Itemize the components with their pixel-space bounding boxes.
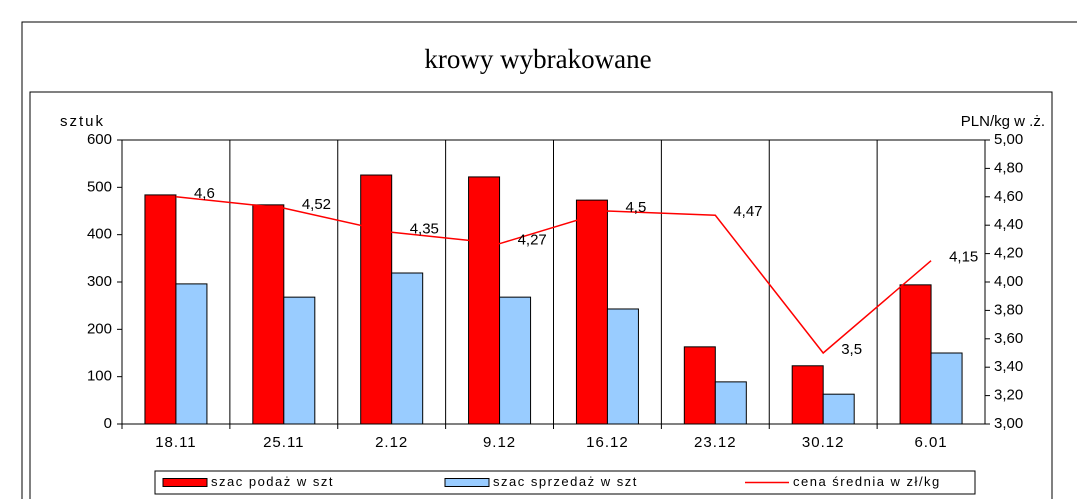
y2-tick-label: 4,80 xyxy=(994,159,1023,176)
bar xyxy=(899,284,932,425)
bar xyxy=(283,296,316,425)
bar xyxy=(683,346,716,425)
legend xyxy=(154,470,976,495)
y2-tick-label: 3,40 xyxy=(994,358,1023,375)
bar xyxy=(391,272,424,425)
y2-tick-label: 3,60 xyxy=(994,330,1023,347)
y2-tick-label: 4,60 xyxy=(994,188,1023,205)
y2-tick-label: 4,00 xyxy=(994,273,1023,290)
bar xyxy=(822,393,855,425)
bar xyxy=(499,296,532,425)
data-label: 3,5 xyxy=(841,341,862,358)
y-axis-label: sztuk xyxy=(60,113,105,130)
x-tick-label: 6.01 xyxy=(914,434,947,451)
bar xyxy=(144,194,177,425)
data-label: 4,27 xyxy=(518,232,547,249)
y2-tick-label: 3,80 xyxy=(994,301,1023,318)
y-tick-label: 100 xyxy=(87,368,112,385)
legend-label: szac podaż w szt xyxy=(211,474,334,489)
bar xyxy=(575,199,608,425)
y2-tick-label: 4,40 xyxy=(994,216,1023,233)
bar xyxy=(175,283,208,425)
legend-label: cena średnia w zł/kg xyxy=(793,474,941,489)
bar xyxy=(791,365,824,425)
legend-swatch xyxy=(162,478,208,487)
data-label: 4,47 xyxy=(733,203,762,220)
x-tick-label: 9.12 xyxy=(483,434,516,451)
frame xyxy=(21,21,1077,499)
chart-title: krowy wybrakowane xyxy=(424,44,651,74)
x-tick-label: 23.12 xyxy=(694,434,737,451)
y-tick-label: 400 xyxy=(87,226,112,243)
x-tick-label: 2.12 xyxy=(375,434,408,451)
bar xyxy=(930,352,963,425)
bar xyxy=(252,204,285,425)
legend-swatch xyxy=(444,478,490,487)
data-label: 4,6 xyxy=(194,185,215,202)
data-label: 4,15 xyxy=(949,249,978,266)
data-label: 4,35 xyxy=(410,220,439,237)
bar xyxy=(606,308,639,425)
x-tick-label: 30.12 xyxy=(802,434,845,451)
y2-tick-label: 4,20 xyxy=(994,245,1023,262)
y2-axis-label: PLN/kg w .ż. xyxy=(961,113,1045,130)
bar xyxy=(468,176,501,425)
bar xyxy=(360,174,393,425)
y2-tick-label: 3,00 xyxy=(994,415,1023,432)
y-tick-label: 500 xyxy=(87,178,112,195)
line xyxy=(175,196,932,355)
x-tick-label: 18.11 xyxy=(155,434,196,451)
bar xyxy=(714,381,747,425)
y2-tick-label: 5,00 xyxy=(994,131,1023,148)
y-tick-label: 0 xyxy=(104,415,112,432)
y-tick-label: 300 xyxy=(87,273,112,290)
y-tick-label: 200 xyxy=(87,320,112,337)
data-label: 4,52 xyxy=(302,196,331,213)
chart-area xyxy=(29,91,1053,499)
legend-label: szac sprzedaż w szt xyxy=(493,474,638,489)
x-tick-label: 16.12 xyxy=(586,434,629,451)
y2-tick-label: 3,20 xyxy=(994,387,1023,404)
data-label: 4,5 xyxy=(625,199,646,216)
x-tick-label: 25.11 xyxy=(263,434,304,451)
y-tick-label: 600 xyxy=(87,131,112,148)
